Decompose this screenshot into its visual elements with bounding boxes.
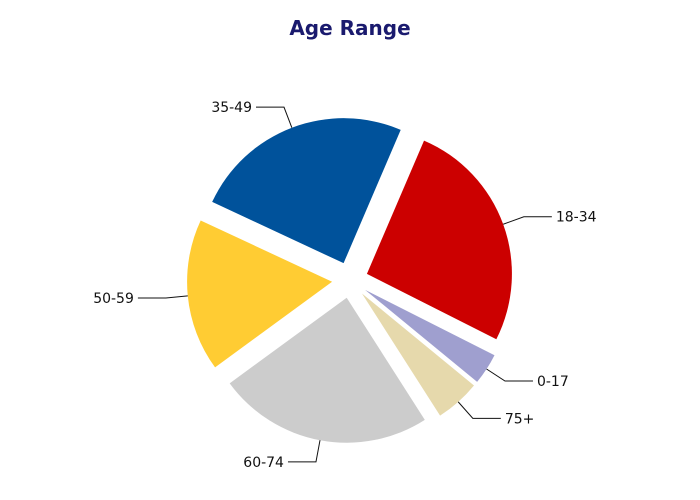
leader-line-18-34 [502, 216, 552, 225]
slice-label-50-59: 50-59 [93, 291, 134, 307]
chart-title: Age Range [289, 16, 411, 40]
leader-line-75+ [457, 401, 501, 419]
pie-slice-75+ [361, 293, 474, 416]
slice-label-0-17: 0-17 [537, 374, 569, 390]
slice-label-75+: 75+ [505, 411, 535, 427]
pie-slice-35-49 [212, 118, 401, 264]
slice-label-35-49: 35-49 [211, 100, 252, 116]
leader-line-50-59 [137, 295, 188, 299]
leader-line-60-74 [287, 440, 321, 463]
slice-label-60-74: 60-74 [243, 455, 284, 471]
pie-slice-18-34 [366, 140, 512, 340]
pie-slice-60-74 [229, 297, 425, 443]
leader-line-0-17 [486, 368, 533, 382]
pie-slice-50-59 [187, 220, 333, 368]
leader-line-35-49 [256, 106, 293, 128]
labels-layer: 35-49 18-34 0-17 75+ 60-74 50-59 [93, 100, 596, 471]
slice-label-18-34: 18-34 [556, 210, 597, 226]
pie-slice-0-17 [365, 289, 495, 382]
slices-layer [187, 118, 512, 443]
